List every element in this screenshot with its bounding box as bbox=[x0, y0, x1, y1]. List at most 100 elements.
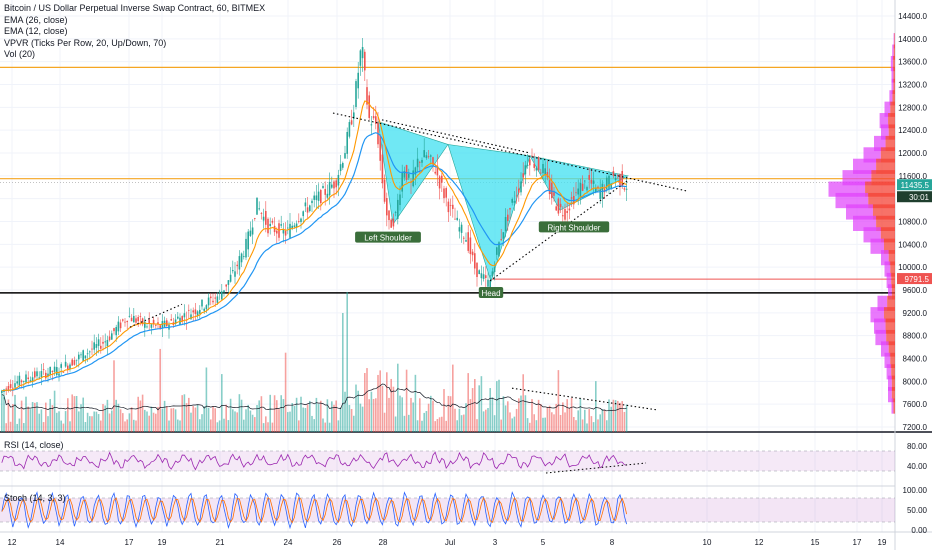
candle-body bbox=[133, 315, 135, 323]
volume-bar bbox=[179, 420, 181, 432]
volume-bar bbox=[144, 409, 146, 432]
vpvr-down bbox=[892, 90, 895, 106]
volume-bar bbox=[509, 412, 511, 432]
volume-bar bbox=[155, 413, 157, 432]
candle-body bbox=[355, 81, 357, 108]
candle-body bbox=[394, 211, 397, 213]
volume-bar bbox=[146, 411, 148, 432]
price-tick: 10000.0 bbox=[898, 263, 927, 272]
volume-bar bbox=[31, 401, 34, 432]
candle-body bbox=[509, 208, 511, 210]
indicator-ema26[interactable]: EMA (26, close) bbox=[4, 14, 68, 25]
candle-body bbox=[302, 211, 304, 217]
volume-bar bbox=[423, 412, 425, 432]
candle-body bbox=[313, 195, 315, 200]
candle-body bbox=[194, 309, 197, 314]
volume-bar bbox=[557, 370, 560, 432]
candle-body bbox=[27, 377, 29, 379]
volume-bar bbox=[337, 420, 340, 432]
candle-body bbox=[47, 373, 49, 377]
candle-body bbox=[584, 180, 586, 182]
candle-body bbox=[212, 300, 214, 303]
level-price-tag: 9791.5 bbox=[905, 275, 930, 284]
volume-bar bbox=[515, 408, 518, 432]
candle-body bbox=[388, 210, 390, 221]
volume-bar bbox=[586, 423, 588, 432]
candle-body bbox=[205, 305, 208, 310]
candle-body bbox=[139, 316, 142, 318]
candle-body bbox=[441, 175, 443, 183]
symbol-title[interactable]: Bitcoin / US Dollar Perpetual Inverse Sw… bbox=[4, 3, 266, 13]
price-tick: 12400.0 bbox=[898, 126, 927, 135]
indicator-ema12[interactable]: EMA (12, close) bbox=[4, 26, 68, 36]
volume-bar bbox=[34, 402, 36, 432]
volume-bar bbox=[247, 404, 249, 432]
volume-bar bbox=[201, 414, 203, 432]
volume-bar bbox=[100, 420, 102, 432]
volume-bar bbox=[177, 419, 179, 432]
stoch-d-line bbox=[1, 496, 627, 524]
volume-bar bbox=[23, 423, 25, 432]
candle-body bbox=[221, 291, 223, 300]
volume-bar bbox=[482, 411, 485, 432]
countdown-tag-bg bbox=[897, 191, 932, 203]
candle-body bbox=[524, 165, 527, 175]
current-price-tag: 11435.5 bbox=[901, 181, 930, 190]
volume-bar bbox=[610, 406, 612, 432]
vpvr-down bbox=[893, 78, 895, 94]
volume-bar bbox=[537, 399, 540, 432]
volume-bar bbox=[383, 412, 386, 432]
volume-bar bbox=[548, 405, 551, 432]
time-axis[interactable]: 12 14 17 19 21 24 26 28 Jul 3 5 8 10 12 15 17 19 bbox=[8, 538, 887, 547]
volume-bar bbox=[355, 384, 357, 432]
candle-body bbox=[229, 274, 232, 282]
volume-bar bbox=[78, 411, 80, 432]
candle-body bbox=[535, 167, 538, 171]
volume-bar bbox=[258, 400, 260, 432]
volume-bar bbox=[427, 403, 430, 432]
candle-body bbox=[135, 318, 137, 323]
volume-bar bbox=[18, 418, 21, 432]
candle-body bbox=[324, 189, 326, 195]
indicator-volume[interactable]: Vol (20) bbox=[4, 49, 36, 59]
candle-body bbox=[518, 188, 520, 193]
volume-bar bbox=[625, 404, 628, 432]
price-tick: 8400.0 bbox=[903, 355, 928, 364]
candle-body bbox=[126, 320, 128, 323]
candle-body bbox=[342, 162, 344, 168]
candle-body bbox=[262, 216, 265, 221]
volume-bar bbox=[284, 352, 287, 432]
vpvr-up bbox=[891, 398, 894, 414]
candle-body bbox=[14, 383, 16, 388]
candle-body bbox=[350, 120, 353, 125]
candle-body bbox=[430, 155, 432, 157]
candle-body bbox=[568, 208, 571, 211]
volume-bar bbox=[194, 407, 197, 432]
rsi-tick: 80.00 bbox=[907, 442, 928, 451]
candle-body bbox=[60, 364, 62, 368]
candle-body bbox=[20, 380, 23, 383]
volume-bar bbox=[443, 389, 445, 432]
candle-body bbox=[496, 247, 498, 255]
volume-bar bbox=[210, 419, 212, 432]
candlesticks bbox=[1, 38, 628, 399]
rsi-label[interactable]: RSI (14, close) bbox=[4, 440, 64, 450]
candle-body bbox=[333, 181, 335, 189]
volume-bar bbox=[612, 399, 615, 432]
candle-body bbox=[588, 175, 590, 180]
stoch-label[interactable]: Stoch (14, 3, 3) bbox=[4, 493, 66, 503]
stoch-tick: 0.00 bbox=[911, 526, 927, 535]
volume-bar bbox=[221, 374, 223, 432]
volume-bar bbox=[67, 398, 69, 432]
candle-body bbox=[280, 224, 282, 226]
volume-bar bbox=[436, 419, 439, 432]
candle-body bbox=[562, 215, 564, 217]
price-axis[interactable]: 14400.0 14000.0 13600.0 13200.0 12800.0 12400… bbox=[897, 12, 932, 535]
vpvr-up bbox=[884, 261, 891, 277]
volume-bar bbox=[236, 412, 238, 432]
vpvr-up bbox=[835, 192, 869, 209]
indicator-vpvr[interactable]: VPVR (Ticks Per Row, 20, Up/Down, 70) bbox=[4, 37, 167, 48]
candle-body bbox=[49, 366, 51, 376]
